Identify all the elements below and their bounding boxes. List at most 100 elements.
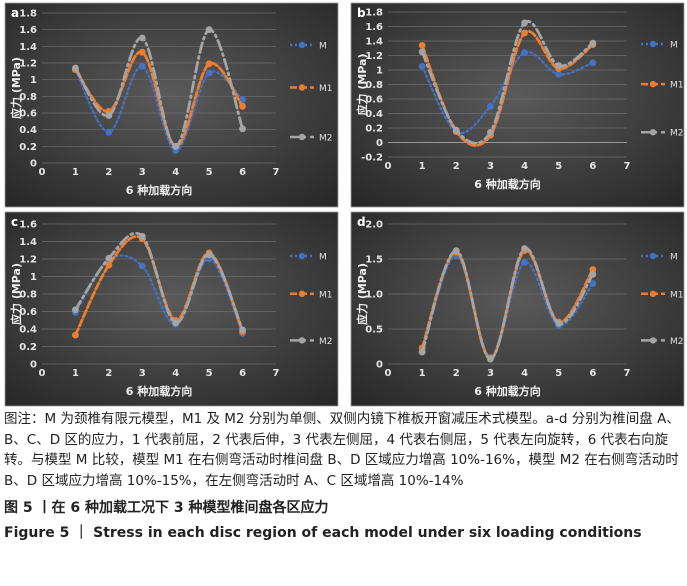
y-tick-label: 1.6	[365, 22, 383, 33]
x-tick-label: 6	[589, 368, 596, 379]
data-point-M1	[138, 48, 146, 56]
data-point-M1	[239, 102, 246, 110]
data-point-M	[138, 62, 146, 70]
x-tick-label: 5	[555, 368, 562, 379]
data-point-M2	[105, 112, 113, 119]
chart-panel-a: 0 0.2 0.4 0.6 0.8 1 1.2 1.4 1.6 1.8 0 1 2 3 4 5 6 7 a 应力 (M…	[4, 2, 339, 208]
caption-title-cn: 图 5 丨在 6 种加载工况下 3 种模型椎间盘各区应力	[4, 500, 329, 516]
panel-background	[350, 2, 685, 208]
legend-label-M1: M1	[319, 84, 333, 94]
legend-label-M: M	[319, 42, 327, 52]
y-tick-label: 1.2	[19, 59, 37, 70]
legend-label-M1: M1	[319, 290, 333, 300]
data-point-M	[418, 62, 426, 70]
y-tick-label: 0.5	[365, 325, 383, 336]
y-axis-label: 应力 (MPa)	[9, 263, 23, 325]
data-point-M2	[418, 348, 426, 356]
data-point-M2	[487, 355, 494, 363]
x-tick-label: 7	[273, 368, 280, 379]
chart-panel-d: 0 0.5 1.0 1.5 2.0 0 1 2 3 4 5 6 7 d 应力 (MPa) 6 种加载方向 M M1…	[350, 211, 685, 407]
legend-marker-M	[649, 40, 657, 48]
data-point-M	[521, 49, 528, 56]
data-point-M2	[589, 39, 597, 47]
y-tick-label: 0.4	[365, 109, 383, 120]
x-tick-label: 4	[521, 368, 528, 379]
panel-background	[4, 2, 339, 208]
data-point-M	[555, 70, 563, 78]
data-point-M2	[418, 48, 426, 56]
y-tick-label: 1	[376, 66, 383, 77]
data-point-M2	[452, 126, 460, 134]
x-tick-label: 1	[419, 161, 426, 172]
x-tick-label: 1	[72, 167, 79, 178]
x-axis-label: 6 种加载方向	[126, 384, 192, 398]
legend-marker-M2	[298, 133, 306, 141]
data-point-M2	[105, 254, 113, 262]
data-point-M	[205, 69, 213, 77]
data-point-M2	[205, 251, 213, 259]
x-tick-label: 5	[206, 167, 213, 178]
legend-label-M2: M2	[319, 134, 333, 144]
legend-label-M: M	[319, 253, 327, 263]
y-axis-label: 应力 (MPa)	[9, 57, 23, 119]
legend-label-M1: M1	[670, 290, 684, 300]
y-axis-label: 应力 (MPa)	[355, 53, 369, 115]
x-tick-label: 6	[239, 368, 246, 379]
y-tick-label: 0.8	[365, 80, 383, 91]
x-tick-label: 2	[453, 161, 460, 172]
data-point-M2	[72, 306, 79, 314]
x-tick-label: 4	[521, 161, 528, 172]
y-tick-label: 1.8	[19, 9, 37, 20]
panel-letter: c	[11, 215, 18, 229]
data-point-M1	[205, 60, 213, 68]
x-axis-label: 6 种加载方向	[474, 384, 540, 398]
y-tick-label: 1	[30, 75, 37, 86]
x-tick-label: 2	[105, 368, 112, 379]
y-tick-label: 1.6	[19, 220, 37, 231]
legend-marker-M	[649, 252, 657, 260]
legend-label-M: M	[670, 253, 678, 263]
data-point-M2	[555, 62, 563, 70]
data-point-M2	[589, 271, 597, 278]
data-point-M2	[172, 319, 180, 327]
x-tick-label: 6	[589, 161, 596, 172]
x-tick-label: 2	[453, 368, 460, 379]
data-point-M	[589, 280, 597, 287]
y-tick-label: 0.2	[19, 342, 37, 353]
legend-marker-M1	[298, 84, 306, 91]
caption-title-en: Figure 5 ｜ Stress in each disc region of…	[4, 525, 642, 541]
x-tick-label: 3	[139, 368, 146, 379]
data-point-M1	[418, 41, 426, 49]
x-tick-label: 5	[206, 368, 213, 379]
legend-marker-M2	[649, 337, 657, 344]
data-point-M1	[521, 29, 528, 37]
y-tick-label: 0	[30, 360, 37, 371]
legend-label-M2: M2	[319, 337, 333, 347]
y-tick-label: 0.6	[365, 95, 383, 106]
x-tick-label: 0	[385, 368, 392, 379]
x-axis-label: 6 种加载方向	[474, 177, 540, 191]
legend-marker-M	[298, 252, 306, 260]
y-tick-label: 1.2	[365, 51, 383, 62]
legend-marker-M1	[298, 290, 306, 297]
figure-caption: 图注：M 为颈椎有限元模型，M1 及 M2 分别为单侧、双侧内镜下椎板开窗减压术…	[4, 409, 684, 544]
y-tick-label: 1.8	[365, 8, 383, 19]
data-point-M1	[105, 261, 113, 269]
data-point-M2	[205, 26, 213, 34]
y-tick-label: 0	[30, 159, 37, 170]
legend-marker-M1	[649, 80, 657, 88]
legend-marker-M	[298, 41, 306, 49]
data-point-M2	[72, 64, 79, 72]
data-point-M	[138, 262, 146, 270]
y-tick-label: 0.2	[365, 124, 383, 135]
x-tick-label: 7	[624, 368, 631, 379]
y-tick-label: 0.4	[19, 125, 37, 136]
x-tick-label: 1	[72, 368, 79, 379]
data-point-M1	[72, 331, 79, 339]
y-tick-label: 0.6	[19, 307, 37, 318]
x-tick-label: 4	[172, 368, 179, 379]
y-tick-label: 1	[30, 272, 37, 283]
y-tick-label: -0.2	[361, 153, 383, 164]
data-point-M2	[555, 320, 563, 327]
